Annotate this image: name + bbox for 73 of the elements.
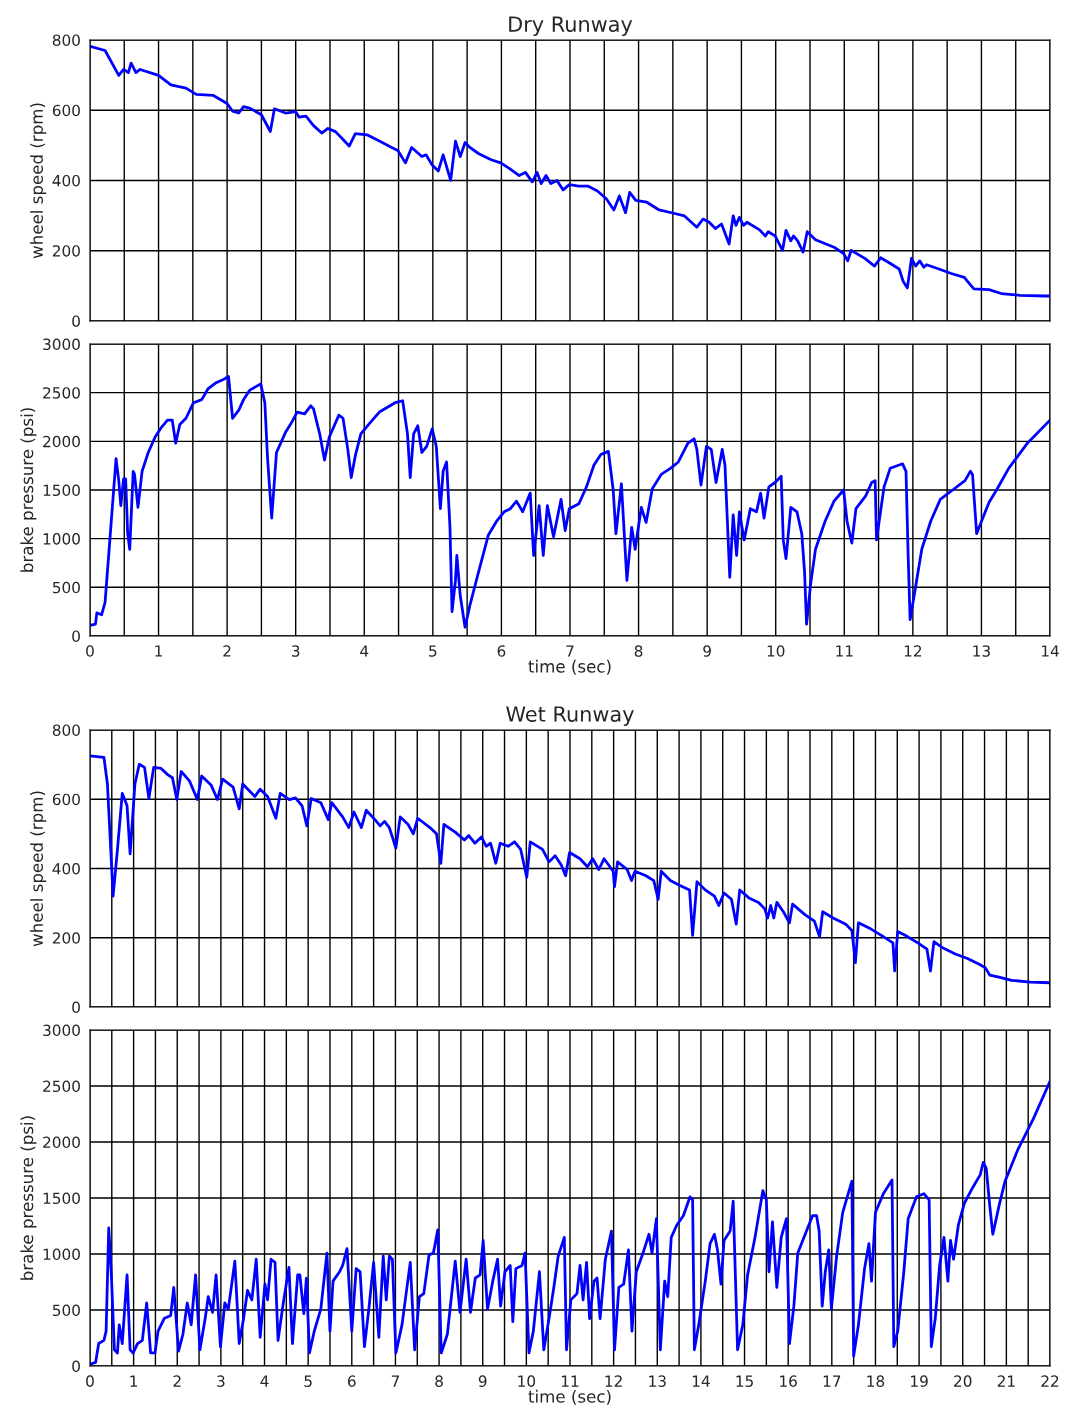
- x-axis-title: time (sec): [528, 659, 611, 675]
- line-series: [89, 754, 1051, 985]
- x-tick-label: 14: [1041, 645, 1059, 657]
- x-tick-label: 19: [911, 1375, 928, 1387]
- y-axis-title: wheel speed (rpm): [30, 103, 47, 259]
- y-tick-label: 2000: [43, 1136, 80, 1149]
- x-tick-label: 21: [997, 1375, 1015, 1387]
- x-tick-label: 12: [605, 1375, 622, 1387]
- x-tick-label: 5: [429, 645, 437, 657]
- line-series: [89, 375, 1051, 629]
- y-axis-title: brake pressure (psi): [20, 408, 37, 572]
- y-tick-label: 400: [52, 862, 80, 875]
- chart-title: Dry Runway: [509, 16, 633, 36]
- x-tick-label: 9: [478, 1375, 487, 1387]
- y-axis-title: brake pressure (psi): [20, 1116, 37, 1280]
- x-tick-label: 9: [703, 645, 711, 657]
- y-tick-label: 3000: [43, 338, 80, 351]
- y-tick-label: 500: [52, 581, 80, 594]
- x-tick-label: 5: [304, 1375, 312, 1387]
- x-tick-label: 3: [217, 1375, 225, 1387]
- y-tick-label: 800: [52, 724, 80, 736]
- y-tick-label: 400: [52, 174, 80, 187]
- x-tick-label: 14: [692, 1375, 710, 1387]
- x-tick-label: 17: [823, 1375, 841, 1387]
- x-axis-title: time (sec): [528, 1389, 611, 1405]
- x-tick-label: 2: [173, 1375, 181, 1387]
- y-tick-label: 1500: [43, 484, 80, 497]
- y-tick-label: 0: [72, 1001, 80, 1014]
- x-tick-label: 7: [391, 1375, 399, 1387]
- x-tick-label: 13: [973, 645, 990, 657]
- y-tick-label: 600: [52, 793, 80, 806]
- y-tick-label: 1000: [43, 533, 80, 545]
- y-tick-label: 200: [52, 932, 80, 944]
- x-tick-label: 4: [260, 1375, 269, 1387]
- y-axis-title: wheel speed (rpm): [30, 791, 47, 947]
- x-tick-label: 11: [836, 645, 853, 657]
- x-tick-label: 1: [155, 645, 162, 657]
- x-tick-label: 2: [223, 645, 231, 657]
- x-tick-label: 10: [518, 1375, 536, 1387]
- x-tick-label: 0: [86, 1375, 94, 1387]
- x-tick-label: 22: [1041, 1375, 1059, 1387]
- x-tick-label: 6: [348, 1375, 356, 1387]
- chart-title: Wet Runway: [506, 706, 634, 726]
- y-tick-label: 600: [52, 104, 80, 117]
- y-tick-label: 3000: [43, 1024, 80, 1037]
- y-tick-label: 500: [52, 1304, 80, 1317]
- x-tick-label: 0: [86, 645, 94, 657]
- x-tick-label: 12: [904, 645, 922, 657]
- x-tick-label: 8: [435, 1375, 443, 1387]
- y-tick-label: 200: [52, 245, 80, 257]
- x-tick-label: 11: [561, 1375, 579, 1387]
- x-tick-label: 6: [497, 645, 506, 657]
- x-tick-label: 10: [767, 645, 785, 657]
- x-tick-label: 7: [566, 645, 574, 657]
- x-tick-label: 13: [649, 1375, 666, 1387]
- y-tick-label: 800: [52, 34, 80, 46]
- y-tick-label: 2500: [43, 387, 80, 399]
- x-tick-label: 18: [867, 1375, 885, 1387]
- x-tick-label: 8: [634, 645, 643, 657]
- y-tick-label: 0: [72, 315, 80, 327]
- y-tick-label: 0: [72, 630, 80, 642]
- x-tick-label: 15: [736, 1375, 753, 1387]
- y-tick-label: 1000: [43, 1248, 80, 1261]
- y-tick-label: 1500: [43, 1192, 80, 1205]
- line-series: [89, 44, 1051, 298]
- x-tick-label: 16: [780, 1375, 797, 1387]
- y-tick-label: 2000: [43, 435, 80, 448]
- x-tick-label: 1: [130, 1375, 138, 1387]
- y-tick-label: 2500: [43, 1080, 80, 1093]
- x-tick-label: 20: [954, 1375, 972, 1387]
- y-tick-label: 0: [72, 1360, 80, 1373]
- x-tick-label: 3: [292, 645, 300, 657]
- x-tick-label: 4: [360, 645, 369, 657]
